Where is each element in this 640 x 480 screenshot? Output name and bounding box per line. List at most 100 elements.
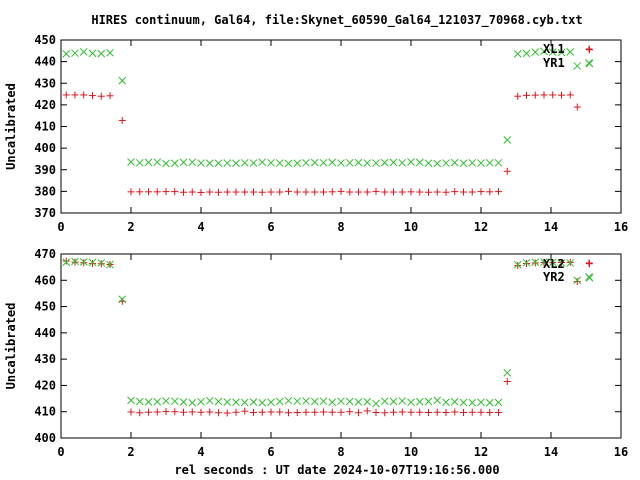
data-point-cross — [468, 158, 477, 167]
data-point-plus — [188, 408, 196, 416]
data-point-plus — [97, 260, 105, 268]
data-point-cross — [310, 158, 319, 167]
legend-sample — [585, 45, 593, 53]
data-point-cross — [319, 397, 328, 406]
data-point-cross — [389, 397, 398, 406]
data-point-cross — [258, 158, 267, 167]
legend-sample — [585, 259, 593, 267]
data-point-cross — [424, 159, 433, 168]
data-point-plus — [523, 91, 530, 99]
data-point-cross — [284, 396, 293, 405]
chart-title: HIRES continuum, Gal64, file:Skynet_6059… — [91, 13, 582, 28]
data-point-plus — [153, 188, 161, 196]
data-point-plus — [416, 408, 424, 416]
x-tick-label: 14 — [544, 220, 558, 234]
data-point-plus — [460, 188, 467, 196]
data-point-cross — [97, 49, 106, 58]
legend-marker-plus — [585, 45, 593, 53]
data-points — [62, 257, 594, 417]
data-point-plus — [171, 408, 179, 416]
data-point-plus — [514, 92, 522, 100]
data-point-plus — [407, 408, 415, 416]
data-point-plus — [355, 409, 362, 417]
data-point-cross — [127, 158, 135, 166]
data-point-cross — [88, 258, 97, 267]
x-tick-label: 8 — [337, 220, 344, 234]
data-point-plus — [162, 188, 170, 196]
data-point-cross — [88, 49, 97, 58]
legend-label-series-2: YR1 — [543, 56, 565, 70]
data-point-cross — [179, 158, 188, 167]
data-point-cross — [302, 158, 310, 167]
data-point-plus — [206, 408, 214, 416]
data-point-plus — [398, 188, 406, 196]
data-point-plus — [328, 188, 336, 196]
x-tick-label: 8 — [337, 445, 344, 459]
data-point-cross — [153, 158, 162, 167]
data-point-plus — [171, 188, 179, 196]
data-point-plus — [153, 408, 161, 416]
data-point-cross — [135, 158, 144, 167]
legend-label-series-1: XL1 — [543, 42, 565, 56]
data-point-cross — [162, 397, 170, 405]
x-tick-label: 16 — [614, 220, 628, 234]
data-point-cross — [267, 158, 275, 167]
data-point-plus — [258, 188, 266, 196]
data-point-cross — [363, 159, 372, 167]
panel-bottom: Uncalibrated 0 2 4 6 8 10 12 14 16 4004104204304… — [4, 247, 628, 459]
data-point-plus — [407, 188, 415, 196]
data-point-plus — [89, 92, 96, 100]
legend: XL1 YR1 — [543, 42, 593, 70]
data-point-cross — [442, 159, 450, 167]
data-point-plus — [311, 408, 319, 416]
data-point-cross — [223, 159, 232, 167]
y-tick-label: 430 — [34, 76, 56, 90]
data-point-plus — [531, 259, 539, 267]
data-point-plus — [486, 188, 494, 196]
x-axis: 0 2 4 6 8 10 12 14 16 — [57, 254, 628, 459]
data-point-plus — [337, 187, 345, 195]
y-tick-label: 400 — [34, 431, 56, 445]
data-point-plus — [549, 91, 557, 99]
data-point-cross — [415, 397, 424, 406]
data-point-plus — [267, 188, 275, 196]
data-point-plus — [197, 408, 205, 416]
data-point-plus — [127, 408, 135, 416]
data-point-cross — [459, 398, 468, 407]
data-point-plus — [89, 259, 96, 267]
data-point-plus — [477, 188, 485, 196]
data-point-plus — [433, 188, 441, 196]
data-point-cross — [62, 49, 71, 58]
data-point-plus — [451, 408, 459, 416]
data-point-cross — [223, 398, 232, 406]
data-point-cross — [328, 158, 337, 167]
y-tick-label: 440 — [34, 326, 56, 340]
data-point-plus — [206, 188, 214, 196]
data-point-cross — [380, 397, 389, 406]
x-tick-label: 0 — [57, 445, 64, 459]
data-point-cross — [442, 398, 450, 407]
y-tick-label: 390 — [34, 163, 56, 177]
legend-marker-cross — [585, 59, 593, 67]
legend-sample — [585, 273, 593, 281]
data-point-plus — [381, 188, 389, 196]
x-tick-label: 14 — [544, 445, 558, 459]
data-point-cross — [240, 158, 249, 167]
data-point-plus — [442, 188, 450, 196]
data-point-cross — [179, 398, 188, 406]
data-point-plus — [232, 408, 240, 416]
data-point-cross — [557, 48, 566, 57]
data-point-plus — [558, 91, 565, 99]
data-point-plus — [80, 259, 88, 267]
data-point-cross — [540, 47, 548, 56]
data-point-cross — [494, 398, 503, 407]
data-point-plus — [223, 188, 231, 196]
data-point-cross — [566, 259, 575, 267]
data-point-cross — [494, 158, 503, 167]
data-point-cross — [557, 259, 566, 267]
data-point-cross — [258, 398, 267, 407]
data-point-cross — [275, 397, 284, 406]
data-point-cross — [106, 260, 114, 269]
y-tick-label: 440 — [34, 55, 56, 69]
